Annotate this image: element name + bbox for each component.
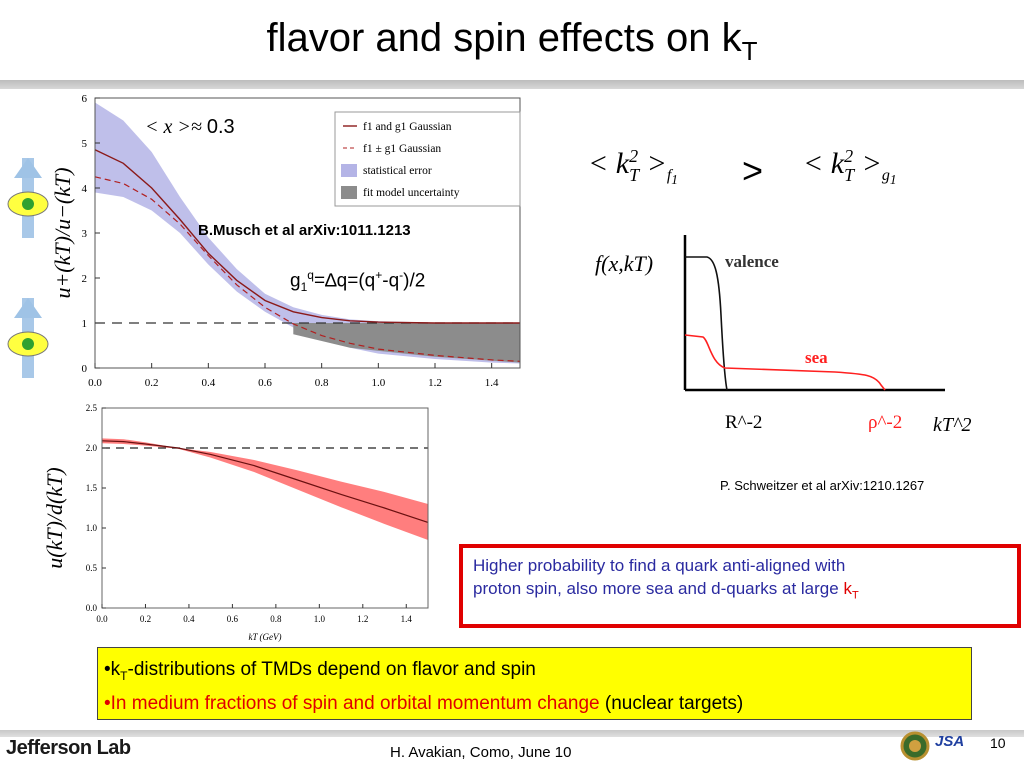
rho-label: ρ^-2 <box>868 412 902 433</box>
summary-bullet-2: •In medium fractions of spin and orbital… <box>104 690 965 717</box>
summary-b2-red: •In medium fractions of spin and orbital… <box>104 692 600 714</box>
summary-b2-black: (nuclear targets) <box>599 692 744 714</box>
y-tick-label: 1 <box>82 318 88 330</box>
page-number: 10 <box>990 735 1006 751</box>
summary-b1-post: -distributions of TMDs depend on flavor … <box>127 659 536 680</box>
y-tick-label: 2 <box>82 273 88 285</box>
x-tick-label: 0.0 <box>96 614 108 624</box>
x-tick-label: 1.0 <box>314 614 326 624</box>
x-tick-label: 0.8 <box>315 377 329 389</box>
x-tick-label: 1.4 <box>401 614 413 624</box>
y-tick-label: 3 <box>82 228 88 240</box>
legend-label: f1 and g1 Gaussian <box>363 121 452 133</box>
legend-box <box>334 111 521 207</box>
schweitzer-reference: P. Schweitzer et al arXiv:1210.1267 <box>720 478 925 493</box>
x-tick-label: 1.0 <box>371 377 385 389</box>
fit-model-uncertainty-band <box>293 323 520 363</box>
x-tick-label: 0.2 <box>140 614 151 624</box>
proton-spin-aligned-icon <box>7 158 49 238</box>
legend-label: fit model uncertainty <box>363 187 460 199</box>
x-tick-label: 0.4 <box>183 614 195 624</box>
g1-dash: -q <box>382 270 400 292</box>
x-axis-label: kT^2 <box>933 414 971 436</box>
conclusion-k: k <box>843 579 852 598</box>
g1-q: q <box>307 268 314 282</box>
r-label: R^-2 <box>725 412 762 433</box>
g1-formula: g1q=∆q=(q+-q-)/2 <box>290 268 425 294</box>
series-gaussian-line <box>94 149 520 324</box>
sea-label: sea <box>805 348 828 367</box>
conclusion-line-2: proton spin, also more sea and d-quarks … <box>473 577 1007 607</box>
uncertainty-band <box>102 438 428 540</box>
x-tick-label: 0.2 <box>145 377 159 389</box>
x-tick-label: 1.4 <box>485 377 499 389</box>
legend-label: f1 ± g1 Gaussian <box>363 143 441 155</box>
g1-mid: =∆q=(q <box>313 270 376 292</box>
x-tick-label: 1.2 <box>428 377 442 389</box>
central-line <box>101 440 429 523</box>
x-tick-label: 0.6 <box>227 614 239 624</box>
legend-swatch-stat <box>341 164 357 177</box>
y-tick-label: 2.0 <box>86 443 98 453</box>
y-axis-label: u+(kT)/u−(kT) <box>50 167 75 298</box>
conclusion-line-1: Higher probability to find a quark anti-… <box>473 556 846 575</box>
y-tick-label: 0.0 <box>86 603 98 613</box>
plot-frame-2 <box>101 407 429 609</box>
legend-label: statistical error <box>363 165 432 177</box>
x-tick-label: 0.8 <box>270 614 282 624</box>
sea-curve <box>684 334 886 391</box>
x-average-label: < x >≈ 0.3 <box>145 116 235 138</box>
title-subscript: T <box>741 36 758 66</box>
conclusion-line-2-text: proton spin, also more sea and d-quarks … <box>473 579 844 598</box>
summary-b1-sub: T <box>120 668 128 683</box>
y-tick-label: 4 <box>82 183 88 195</box>
y-tick-label: 6 <box>82 93 88 105</box>
x-tick-label: 0.4 <box>201 377 215 389</box>
x-tick-label: 0.6 <box>258 377 272 389</box>
kt-f1-expression: < k2T >f1 <box>588 146 678 188</box>
proton-spin-antialigned-icon <box>7 298 49 378</box>
doe-seal-icon <box>900 731 930 761</box>
y-tick-label: 1.5 <box>86 483 98 493</box>
g1-plus: + <box>375 268 383 282</box>
y-tick-label: 0 <box>82 363 88 375</box>
g1-one: 1 <box>300 280 308 295</box>
g1-g: g <box>290 270 301 292</box>
summary-b1-pre: •k <box>104 659 121 680</box>
conclusion-box: Higher probability to find a quark anti-… <box>459 544 1021 628</box>
x-average-value: 0.3 <box>206 116 235 138</box>
kt-g1-expression: < k2T >g1 <box>803 146 897 188</box>
musch-reference: B.Musch et al arXiv:1011.1213 <box>198 222 411 239</box>
summary-box: •kT-distributions of TMDs depend on flav… <box>97 647 972 720</box>
g1-minus: - <box>399 268 404 282</box>
conclusion-k-sub: T <box>851 589 859 602</box>
jefferson-lab-logo: Jefferson Lab <box>6 737 131 759</box>
y-tick-label: 2.5 <box>86 403 98 413</box>
y-tick-label: 1.0 <box>86 523 98 533</box>
y-axis-label: f(x,kT) <box>595 251 653 276</box>
g1-end: )/2 <box>403 270 426 292</box>
y-axis-label: u(kT)/d(kT) <box>42 467 67 568</box>
jsa-logo: JSA <box>935 733 965 750</box>
valence-label: valence <box>725 252 779 271</box>
title-divider <box>0 80 1024 89</box>
valence-curve <box>685 256 728 391</box>
chart-valence-sea-schematic: f(x,kT) valence sea R^-2 ρ^-2 kT^2 <box>595 235 971 436</box>
x-axis-label: kT (GeV) <box>248 632 281 642</box>
series-gaussian-pm-line <box>94 176 521 362</box>
y-tick-label: 0.5 <box>86 563 98 573</box>
slide-title: flavor and spin effects on kT <box>0 14 1024 75</box>
x-tick-label: 1.2 <box>357 614 368 624</box>
chart-flavor-ratio: 0.0 0.5 1.0 1.5 2.0 2.5 0.0 0.2 0.4 0.6 0.8 1.0 1.2 1… <box>42 403 429 642</box>
title-main: flavor and spin effects on k <box>266 16 742 60</box>
footer-text: H. Avakian, Como, June 10 <box>390 744 572 761</box>
greater-than-sign: > <box>742 150 764 191</box>
legend-swatch-fit <box>341 186 357 199</box>
conclusion-kt: kT <box>843 579 859 602</box>
footer-divider <box>0 730 1024 737</box>
y-tick-label: 5 <box>82 138 88 150</box>
summary-bullet-1: •kT-distributions of TMDs depend on flav… <box>104 656 965 690</box>
x-tick-label: 0.0 <box>88 377 102 389</box>
chart-helicity-ratio: 0 1 2 3 4 5 6 0.0 0.2 0.4 0.6 0.8 1.0 1.2 1.4 u+(kT)/u−… <box>50 93 521 389</box>
